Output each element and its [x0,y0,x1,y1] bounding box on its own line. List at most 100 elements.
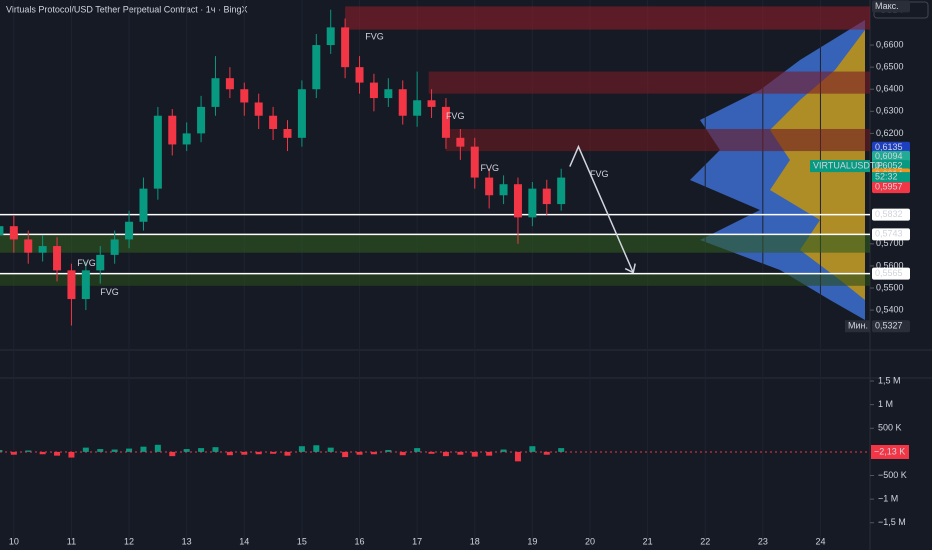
y-tick-label: 0,5700 [876,238,904,248]
volume-bar [39,451,46,455]
candle-body [398,89,407,116]
volume-bar [140,446,147,452]
volume-bar [226,451,233,456]
candle-body [53,246,62,271]
y-tick-label: −1,5 M [878,517,906,527]
y-tick-label: 0,6200 [876,128,904,138]
volume-bar [457,451,464,455]
volume-bar [82,447,89,452]
fvg-label: FVG [481,163,500,173]
candle-body [197,106,206,134]
candle-body [341,27,350,68]
x-tick-label: 15 [297,536,307,546]
candle-body [384,89,393,99]
x-tick-label: 16 [355,536,365,546]
candle-body [139,188,148,222]
volume-bar [529,446,536,452]
candle-body [441,106,450,138]
candle-body [81,270,90,300]
x-tick-label: 19 [527,536,537,546]
volume-bar [68,451,75,458]
y-tick-label: 0,5400 [876,304,904,314]
price-marker-box [872,0,910,13]
volume-bar [255,451,262,455]
x-tick-label: 21 [643,536,653,546]
candle-body [67,270,76,300]
x-tick-label: 14 [239,536,249,546]
volume-bar [370,451,377,455]
y-tick-label: −500 K [878,470,907,480]
min-tag: Мин. [848,321,868,331]
price-marker-box [872,320,910,333]
arrow-head [624,263,636,274]
volume-bar [284,451,291,456]
symbol-tag-box [810,160,870,173]
y-tick-label: −1 M [878,494,898,504]
price-marker-box [872,141,910,154]
projection [569,144,634,273]
candle-body [557,177,566,205]
price-marker-box [872,267,910,280]
candle-body [182,133,191,145]
candle-body [528,188,537,218]
volume-bar [25,450,32,452]
volume-bar [212,447,219,452]
x-tick-label: 17 [412,536,422,546]
candle-body [168,115,177,145]
candle-body [542,188,551,205]
volume-bar [198,448,205,452]
volume-bar [183,449,190,452]
price-marker-label: 0,5832 [875,209,903,219]
volume-bar [399,451,406,456]
candle-body [38,246,47,253]
price-marker-label: 0,6052 [875,160,903,170]
y-tick-label: 1,5 M [878,375,901,385]
candle-body [485,177,494,196]
fvg-label: FVG [100,287,119,297]
volume-bar [54,451,61,456]
price-marker-label: 0,5565 [875,268,903,278]
fvg-label: FVG [365,32,384,42]
volume-bar [442,451,449,457]
candle-body [499,184,508,196]
x-tick-label: 12 [124,536,134,546]
candle-body [269,115,278,129]
volume-bar [241,451,248,455]
price-marker-label: 0,6094 [875,151,903,161]
candle-body [96,254,105,271]
volume-bar [169,451,176,457]
y-tick-label: 0,6400 [876,84,904,94]
candle-body [513,184,522,218]
candle-body [110,239,119,255]
x-tick-label: 10 [9,536,19,546]
candle-body [355,67,364,83]
volume-bar [126,448,133,452]
y-tick-label: 0,6500 [876,62,904,72]
volume-bar [385,450,392,452]
x-tick-label: 24 [815,536,825,546]
countdown: 52:32 [875,171,898,181]
candle-body [413,100,422,116]
volume-bar [327,447,334,452]
volume-bar [428,451,435,454]
x-tick-label: 20 [585,536,595,546]
zone [0,273,871,286]
volume-bar [0,450,3,452]
price-marker-label: 0,5957 [875,181,903,191]
y-tick-label: 0,5500 [876,282,904,292]
volume-bar [356,451,363,455]
last-value-label: −2,13 K [874,446,905,456]
volume-bar [313,445,320,452]
candle-body [254,102,263,116]
symbol-tag: VIRTUALUSDT.P [813,160,883,170]
zone [428,71,870,94]
volume-bar [10,451,17,455]
volume-bar [154,444,161,452]
price-marker-box [872,181,910,194]
countdown-box [872,172,910,183]
y-tick-label: 500 K [878,423,902,433]
y-tick-label: 0,5600 [876,260,904,270]
candle-body [9,226,18,240]
